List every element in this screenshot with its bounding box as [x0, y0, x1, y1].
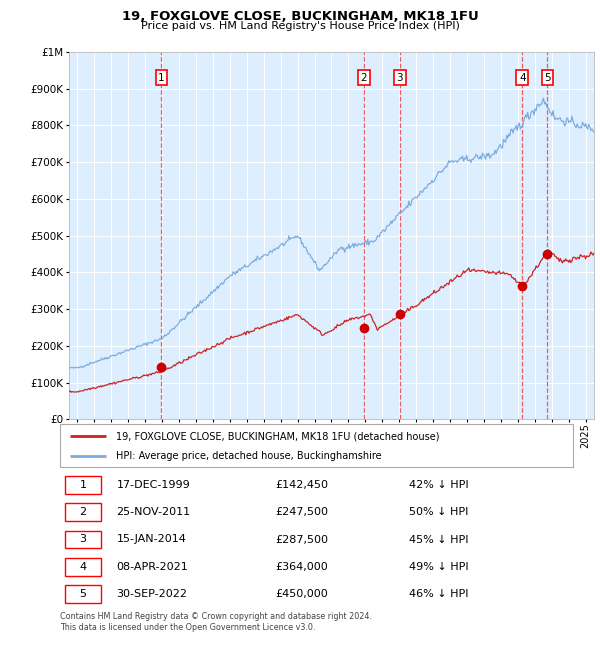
Text: 1: 1	[158, 73, 165, 83]
Text: £247,500: £247,500	[275, 507, 328, 517]
Text: 4: 4	[519, 73, 526, 83]
Text: 5: 5	[80, 589, 86, 599]
FancyBboxPatch shape	[65, 503, 101, 521]
Text: £450,000: £450,000	[275, 589, 328, 599]
Text: 17-DEC-1999: 17-DEC-1999	[116, 480, 190, 490]
Text: 2: 2	[361, 73, 367, 83]
Text: 25-NOV-2011: 25-NOV-2011	[116, 507, 191, 517]
Text: 15-JAN-2014: 15-JAN-2014	[116, 534, 187, 545]
FancyBboxPatch shape	[65, 585, 101, 603]
Text: 19, FOXGLOVE CLOSE, BUCKINGHAM, MK18 1FU: 19, FOXGLOVE CLOSE, BUCKINGHAM, MK18 1FU	[122, 10, 478, 23]
Text: 08-APR-2021: 08-APR-2021	[116, 562, 188, 572]
Text: HPI: Average price, detached house, Buckinghamshire: HPI: Average price, detached house, Buck…	[116, 451, 382, 461]
Text: £364,000: £364,000	[275, 562, 328, 572]
Text: 46% ↓ HPI: 46% ↓ HPI	[409, 589, 469, 599]
Text: Price paid vs. HM Land Registry's House Price Index (HPI): Price paid vs. HM Land Registry's House …	[140, 21, 460, 31]
Text: 19, FOXGLOVE CLOSE, BUCKINGHAM, MK18 1FU (detached house): 19, FOXGLOVE CLOSE, BUCKINGHAM, MK18 1FU…	[116, 432, 440, 441]
FancyBboxPatch shape	[65, 530, 101, 549]
Text: 45% ↓ HPI: 45% ↓ HPI	[409, 534, 469, 545]
FancyBboxPatch shape	[65, 558, 101, 576]
Text: 5: 5	[544, 73, 551, 83]
Text: 1: 1	[80, 480, 86, 490]
Text: 50% ↓ HPI: 50% ↓ HPI	[409, 507, 468, 517]
Text: 2: 2	[80, 507, 86, 517]
Text: Contains HM Land Registry data © Crown copyright and database right 2024.
This d: Contains HM Land Registry data © Crown c…	[60, 612, 372, 632]
Text: 4: 4	[80, 562, 86, 572]
Text: £287,500: £287,500	[275, 534, 328, 545]
Text: 3: 3	[397, 73, 403, 83]
Text: £142,450: £142,450	[275, 480, 328, 490]
Text: 3: 3	[80, 534, 86, 545]
Text: 49% ↓ HPI: 49% ↓ HPI	[409, 562, 469, 572]
Text: 42% ↓ HPI: 42% ↓ HPI	[409, 480, 469, 490]
Text: 30-SEP-2022: 30-SEP-2022	[116, 589, 187, 599]
FancyBboxPatch shape	[65, 476, 101, 494]
